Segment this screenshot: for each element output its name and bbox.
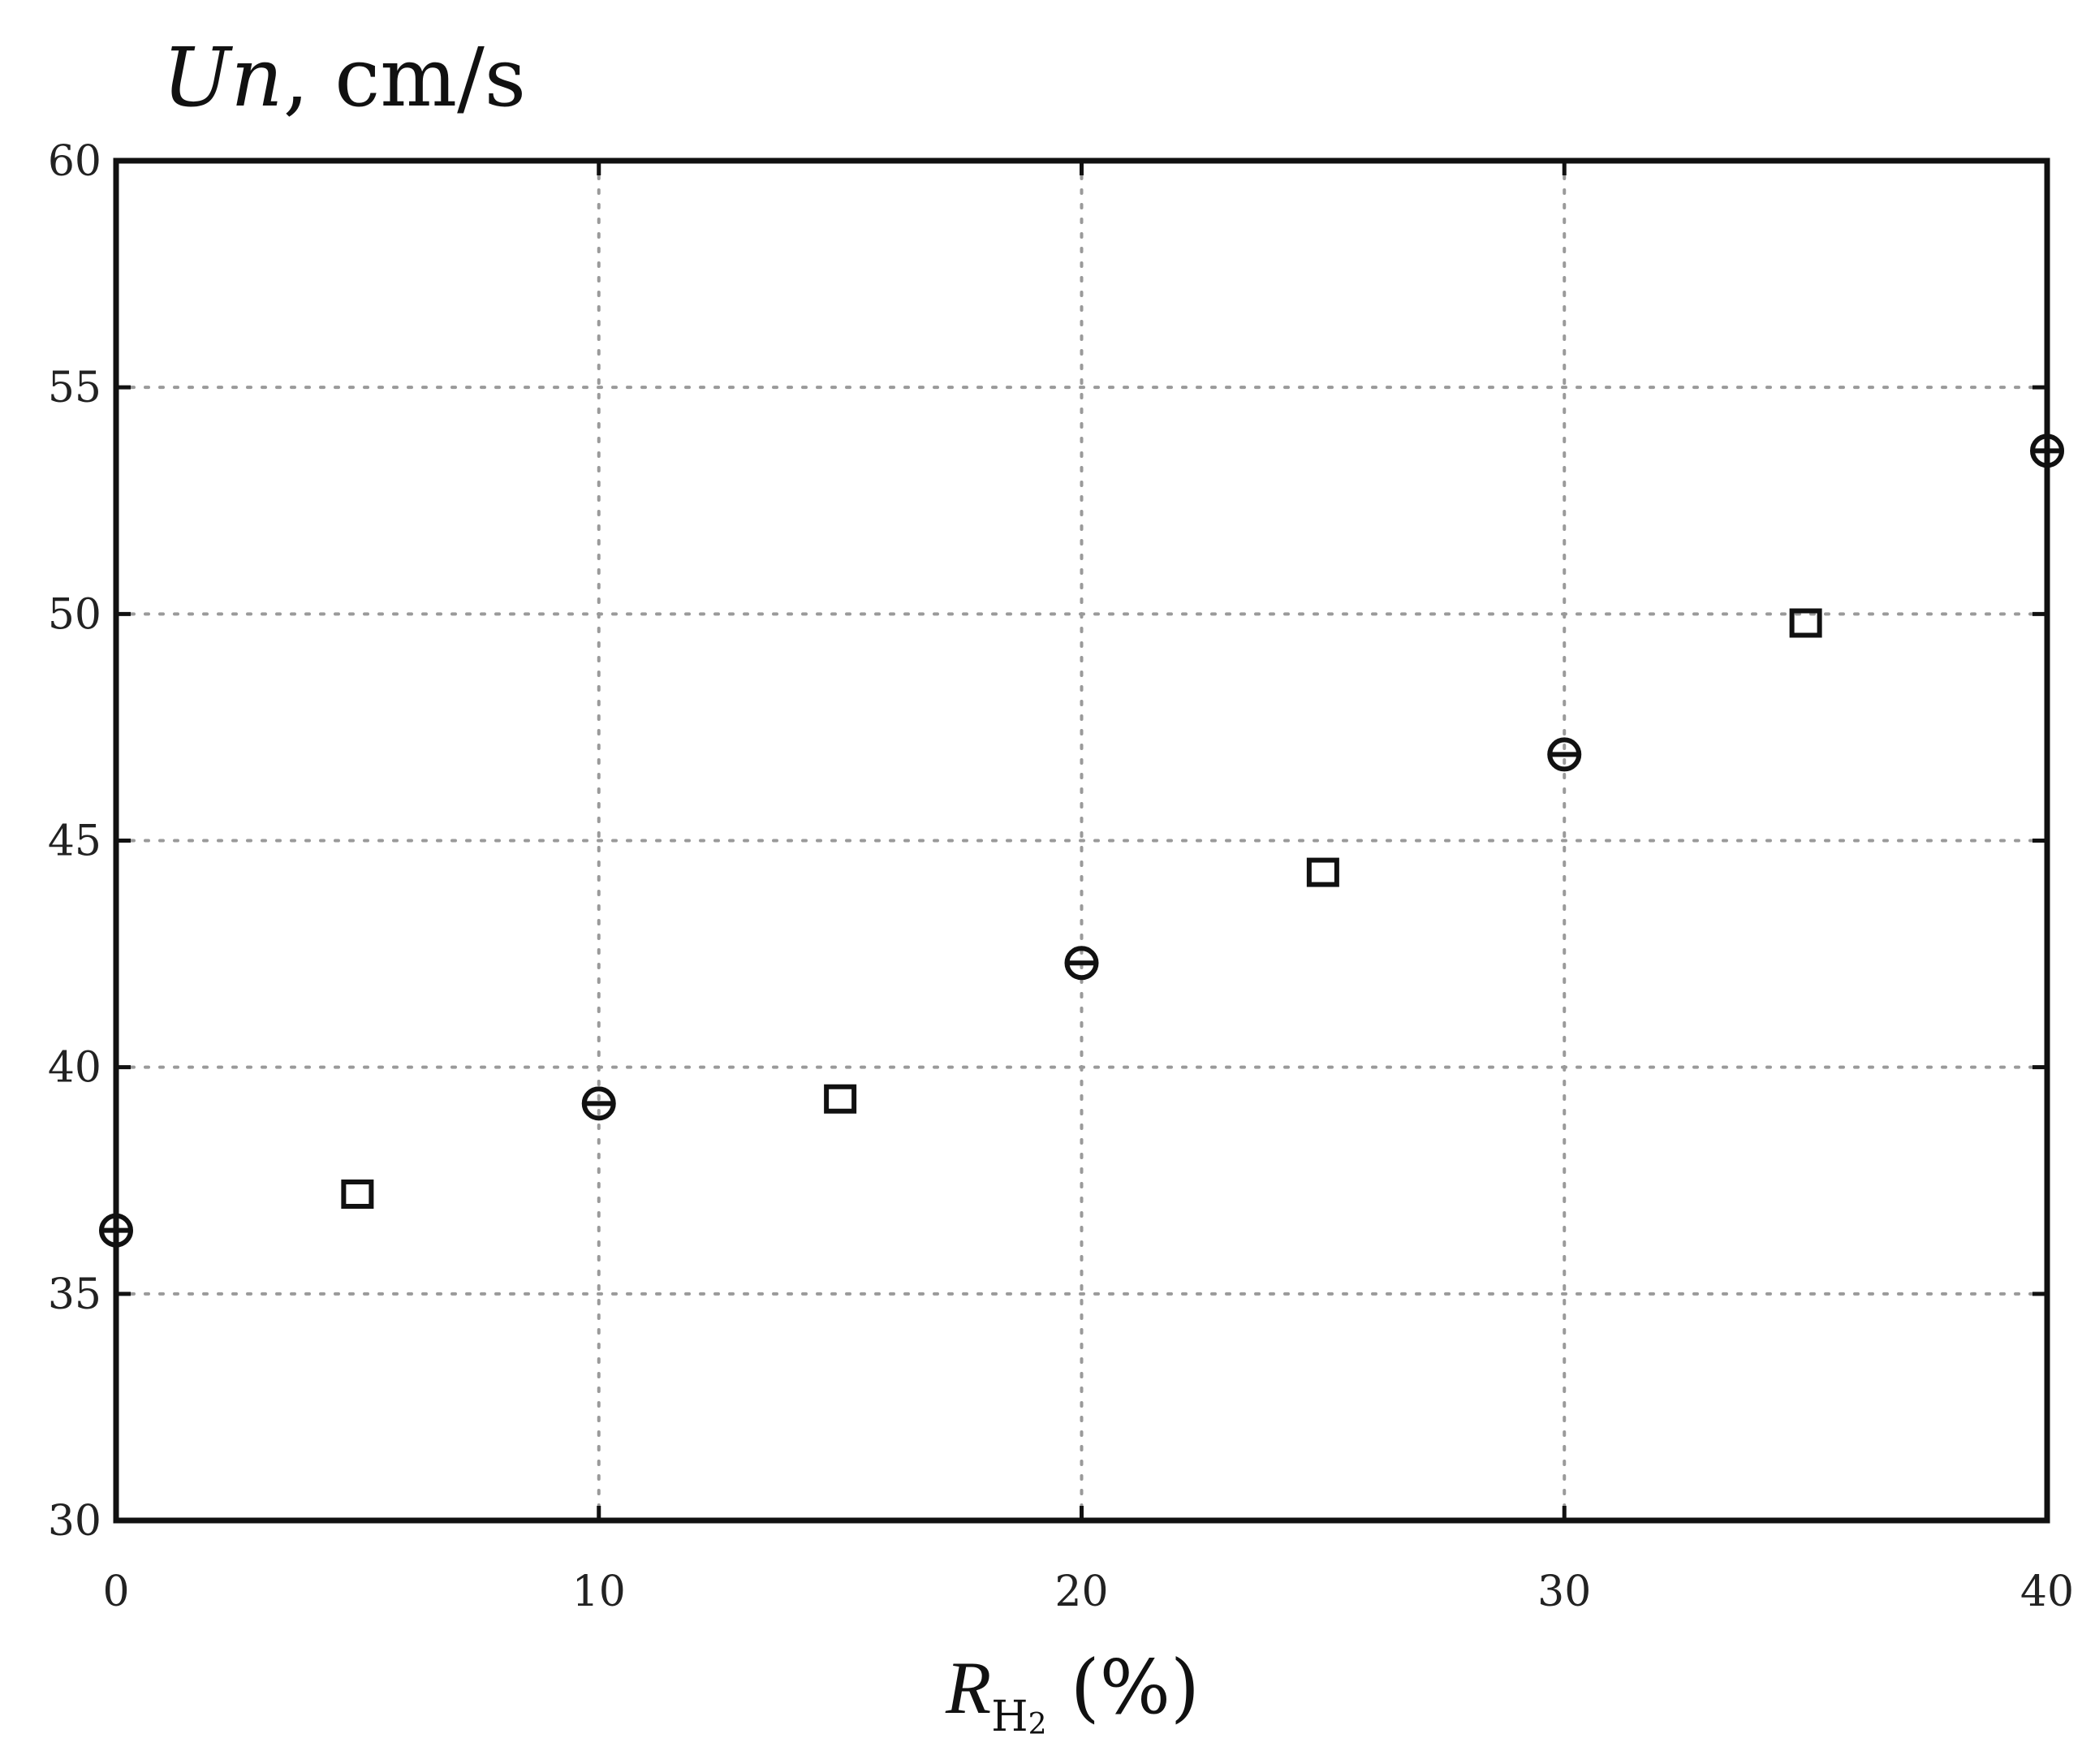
x-tick-label: 10 [572, 1568, 626, 1616]
grid-lines [114, 159, 2049, 1522]
tick-labels: 0 10 20 30 40 30 35 40 45 50 55 60 [48, 137, 2074, 1616]
y-tick-label: 50 [48, 590, 101, 639]
x-axis-title-subscript: H [991, 1693, 1028, 1741]
x-tick-label: 20 [1054, 1568, 1108, 1616]
y-axis-title-unit: , cm/s [283, 30, 526, 125]
x-axis-title-subscript-digit: 2 [1028, 1708, 1047, 1741]
x-tick-label: 0 [102, 1568, 129, 1616]
x-axis-title-unit: (%) [1046, 1644, 1199, 1731]
x-axis-title-symbol: R [945, 1646, 991, 1729]
y-tick-label: 40 [48, 1044, 101, 1093]
circle-data-point [581, 1086, 616, 1121]
y-tick-label: 55 [48, 364, 101, 412]
y-tick-label: 35 [48, 1270, 101, 1319]
y-axis-title-italic: Un [162, 30, 283, 125]
y-tick-label: 30 [48, 1497, 101, 1546]
x-tick-label: 30 [1537, 1568, 1591, 1616]
x-tick-label: 40 [2020, 1568, 2074, 1616]
square-data-point [1306, 857, 1339, 887]
circle-data-point [2030, 433, 2064, 468]
square-data-point [1789, 608, 1822, 638]
x-axis-title: RH2 (%) [945, 1644, 1200, 1741]
circle-data-point [1547, 737, 1582, 772]
circle-data-point [1064, 946, 1099, 981]
y-axis-title: Un, cm/s [162, 30, 526, 125]
y-tick-label: 45 [48, 817, 101, 866]
circle-data-point [99, 1213, 133, 1248]
data-points [99, 433, 2064, 1248]
square-data-point [824, 1084, 857, 1114]
y-tick-label: 60 [48, 137, 101, 186]
plot-frame [113, 157, 2050, 1524]
square-data-point [341, 1180, 374, 1209]
